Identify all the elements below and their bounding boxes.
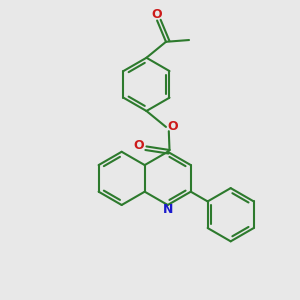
Text: O: O [167, 120, 178, 134]
Text: N: N [163, 203, 173, 216]
Text: O: O [151, 8, 162, 21]
Text: O: O [133, 139, 144, 152]
